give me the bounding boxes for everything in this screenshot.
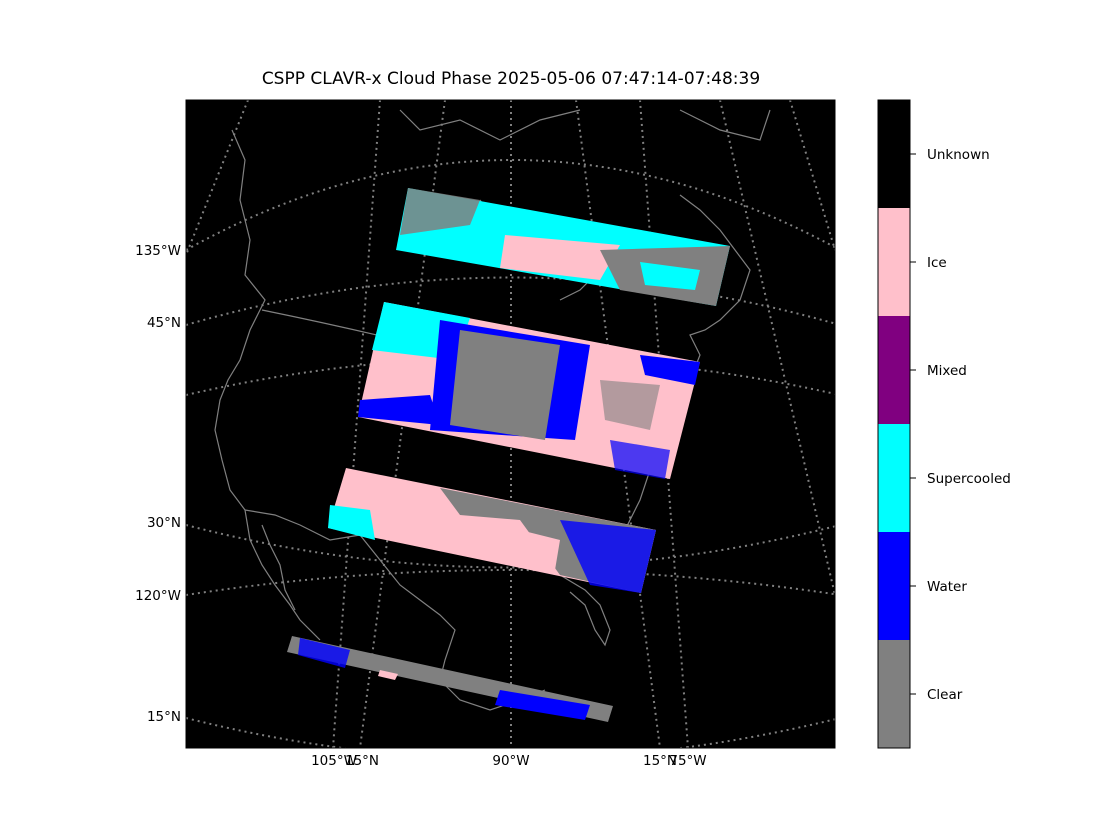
colorbar-label-supercooled: Supercooled (927, 471, 1011, 487)
east-coast (599, 194, 751, 561)
swath-1 (396, 188, 730, 306)
parallel-line (186, 276, 835, 326)
arctic-coast (399, 109, 771, 141)
bottom-label-15n-right: 15°N (643, 753, 677, 769)
west-coast (214, 129, 321, 641)
bottom-label-15n: 15°N (345, 753, 379, 769)
colorbar: Unknown Ice Mixed Supercooled Water Clear (877, 99, 1011, 749)
map-frame (185, 99, 836, 749)
mexico-border (244, 509, 361, 541)
meridian-line (789, 100, 835, 251)
colorbar-segment-clear (878, 640, 910, 749)
meridian-line (575, 100, 661, 748)
swath-3 (328, 468, 656, 593)
colorbar-label-water: Water (927, 579, 967, 595)
left-label-15n: 15°N (147, 709, 181, 725)
swath-2 (358, 302, 700, 479)
parallel-line (186, 159, 835, 251)
parallel-line (186, 356, 835, 396)
colorbar-label-mixed: Mixed (927, 363, 967, 379)
bottom-label-90w: 90°W (492, 753, 529, 769)
colorbar-label-clear: Clear (927, 687, 963, 703)
bottom-label-105w: 105°W (311, 753, 357, 769)
meridian-line (719, 100, 835, 596)
colorbar-label-ice: Ice (927, 255, 947, 271)
baja-coast (261, 524, 296, 611)
left-label-135w: 135°W (135, 243, 181, 259)
colorbar-label-unknown: Unknown (927, 147, 990, 163)
left-label-120w: 120°W (135, 588, 181, 604)
parallel-line (186, 717, 835, 748)
meridian-line (332, 100, 381, 748)
swath-4 (287, 636, 613, 722)
florida (559, 574, 611, 647)
left-label-45n: 45°N (147, 315, 181, 331)
gulf-coast (359, 534, 546, 711)
colorbar-segment-water (878, 532, 910, 641)
colorbar-segment-unknown (878, 100, 910, 209)
chart-title: CSPP CLAVR-x Cloud Phase 2025-05-06 07:4… (261, 69, 761, 89)
left-label-30n: 30°N (147, 515, 181, 531)
colorbar-frame (877, 99, 911, 749)
bottom-label-75w: 75°W (669, 753, 706, 769)
colorbar-segment-mixed (878, 316, 910, 425)
meridian-line (186, 100, 249, 256)
colorbar-segment-ice (878, 208, 910, 317)
graticule-parallels (186, 159, 835, 748)
colorbar-segment-supercooled (878, 424, 910, 533)
